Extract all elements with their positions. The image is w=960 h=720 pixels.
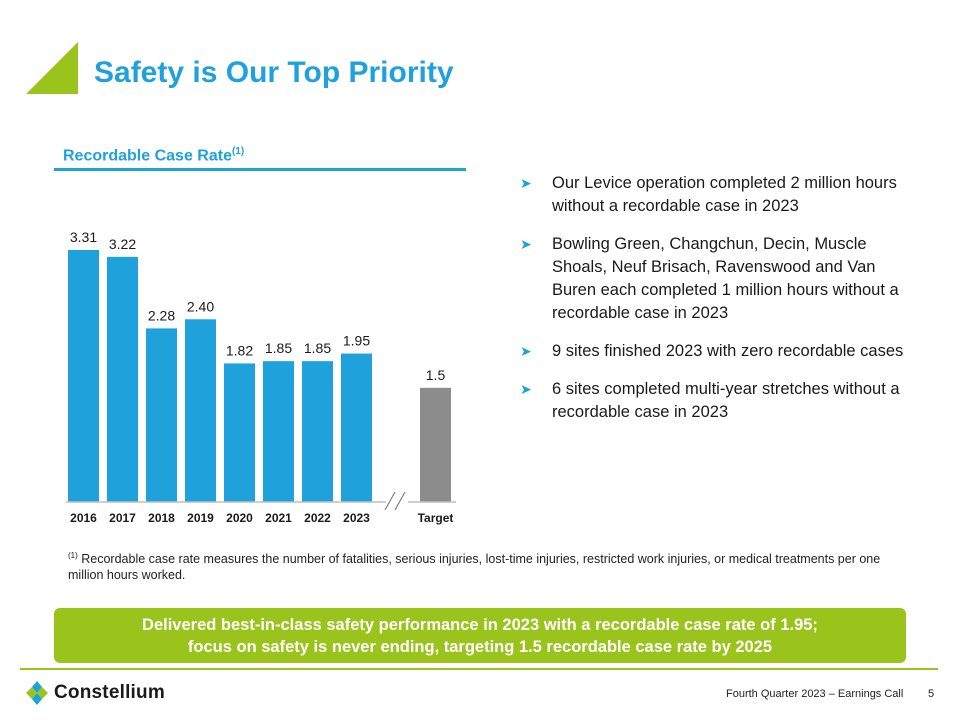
bullet-text: Bowling Green, Changchun, Decin, Muscle … — [552, 235, 899, 322]
value-label-2016: 3.31 — [70, 229, 97, 245]
arrow-bullet-icon: ➤ — [520, 175, 532, 191]
bullet-item: ➤ Bowling Green, Changchun, Decin, Muscle… — [520, 233, 920, 325]
logo-wordmark: Constellium — [54, 682, 165, 703]
value-label-group: 3.31 3.22 2.28 2.40 1.82 1.85 1.85 1.95 1.5 — [70, 229, 446, 383]
key-message-banner: Delivered best-in-class safety performan… — [54, 608, 906, 663]
value-label-2018: 2.28 — [148, 307, 175, 323]
banner-line-2: focus on safety is never ending, targeti… — [187, 637, 773, 656]
footer-event: Fourth Quarter 2023 – Earnings Call — [726, 688, 904, 700]
bar-group — [68, 250, 451, 502]
bullet-text: 6 sites completed multi-year stretches w… — [552, 380, 900, 421]
bar-2023 — [341, 353, 372, 502]
footnote-marker: (1) — [68, 551, 78, 560]
chart-title-footnote-ref: (1) — [231, 146, 245, 157]
axis-break-icon — [384, 490, 408, 514]
corner-triangle-icon — [26, 42, 78, 94]
arrow-bullet-icon: ➤ — [520, 381, 532, 397]
category-label-2020: 2020 — [226, 511, 253, 525]
chart-title: Recordable Case Rate(1) — [63, 146, 244, 165]
bullet-item: ➤ Our Levice operation completed 2 millio… — [520, 172, 920, 218]
category-label-group: 2016 2017 2018 2019 2020 2021 2022 2023 Target — [70, 511, 453, 525]
value-label-target: 1.5 — [426, 367, 446, 383]
category-label-2019: 2019 — [187, 511, 214, 525]
value-label-2021: 1.85 — [265, 340, 292, 356]
page-number: 5 — [928, 688, 935, 700]
value-label-2020: 1.82 — [226, 342, 253, 358]
category-label-2018: 2018 — [148, 511, 175, 525]
bar-2020 — [224, 363, 255, 502]
banner-line-1: Delivered best-in-class safety performan… — [142, 615, 818, 634]
bar-2021 — [263, 361, 294, 502]
category-label-2022: 2022 — [304, 511, 331, 525]
bar-target — [420, 387, 451, 502]
value-label-2023: 1.95 — [343, 333, 370, 349]
company-logo: Constellium — [26, 681, 165, 705]
bullet-text: 9 sites finished 2023 with zero recordab… — [552, 342, 904, 360]
arrow-bullet-icon: ➤ — [520, 236, 532, 252]
bar-2017 — [107, 256, 138, 502]
constellium-logo-icon — [26, 681, 48, 705]
value-label-2017: 3.22 — [109, 236, 136, 252]
footnote-text: Recordable case rate measures the number… — [68, 552, 881, 583]
highlights-list: ➤ Our Levice operation completed 2 millio… — [520, 172, 920, 439]
recordable-case-rate-chart: 3.31 3.22 2.28 2.40 1.82 1.85 1.85 1.95 1.5 2016… — [66, 229, 456, 525]
bullet-item: ➤ 6 sites completed multi-year stretches … — [520, 378, 920, 424]
bar-2019 — [185, 319, 216, 502]
category-label-2021: 2021 — [265, 511, 292, 525]
category-label-2023: 2023 — [343, 511, 370, 525]
footnote: (1) Recordable case rate measures the nu… — [68, 548, 898, 583]
footer-divider — [20, 668, 938, 670]
page-title: Safety is Our Top Priority — [94, 56, 454, 89]
value-label-2022: 1.85 — [304, 340, 331, 356]
arrow-bullet-icon: ➤ — [520, 343, 532, 359]
bullet-text: Our Levice operation completed 2 million… — [552, 174, 897, 215]
category-label-target: Target — [418, 511, 454, 525]
category-label-2016: 2016 — [70, 511, 97, 525]
category-label-2017: 2017 — [109, 511, 136, 525]
bar-2022 — [302, 361, 333, 502]
bullet-item: ➤ 9 sites finished 2023 with zero recorda… — [520, 340, 920, 363]
bar-2016 — [68, 250, 99, 502]
value-label-2019: 2.40 — [187, 298, 214, 314]
chart-title-rule — [54, 168, 466, 171]
bar-2018 — [146, 328, 177, 502]
chart-title-text: Recordable Case Rate — [63, 147, 232, 165]
